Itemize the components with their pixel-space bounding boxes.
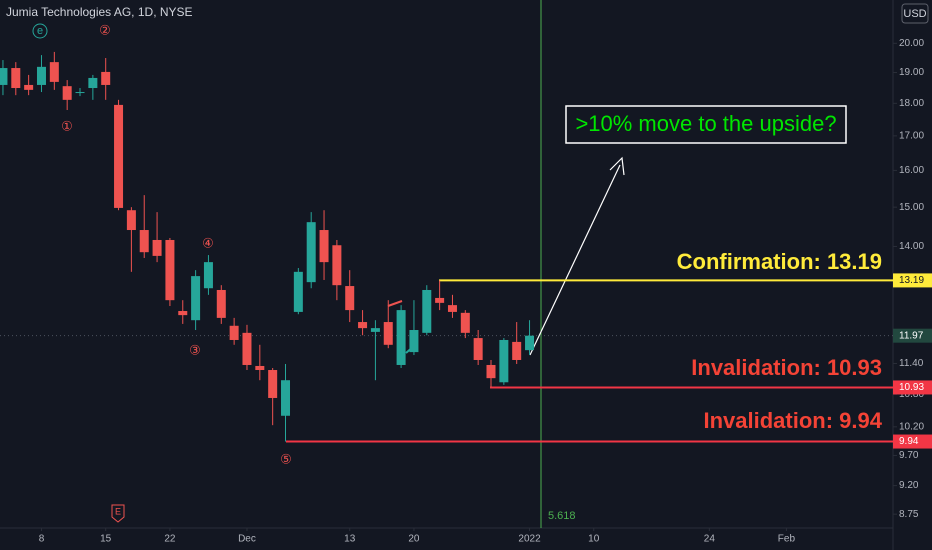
price-label: 10.93: [899, 382, 924, 393]
candle-body: [512, 341, 522, 360]
x-tick-label: 24: [704, 534, 716, 545]
marker[interactable]: E: [115, 506, 121, 516]
price-label: 13.19: [899, 275, 924, 286]
candle-body: [268, 370, 278, 398]
marker: ③: [189, 342, 201, 357]
y-tick-label: 9.20: [899, 480, 919, 491]
annotation: Confirmation: 13.19: [677, 249, 882, 274]
candle-body: [281, 380, 291, 416]
y-tick-label: 16.00: [899, 165, 924, 176]
price-label: 9.94: [899, 436, 919, 447]
candle-body: [203, 262, 213, 289]
arrow: [529, 164, 621, 356]
candle-body: [24, 84, 34, 90]
chart-title: Jumia Technologies AG, 1D, NYSE: [6, 5, 193, 19]
price-label-box: [893, 273, 932, 288]
y-tick-label: 9.70: [899, 450, 919, 461]
candle-body: [216, 289, 226, 318]
candle-body: [499, 339, 509, 383]
earnings-flag: [111, 504, 125, 523]
y-tick-label: 20.00: [899, 38, 924, 49]
y-tick-label: 14.00: [899, 241, 924, 252]
candle-body: [114, 104, 124, 208]
y-tick-label: 17.00: [899, 131, 924, 142]
candle-body: [370, 328, 380, 332]
candle-body: [229, 325, 239, 340]
candle-body: [75, 92, 85, 94]
candle-body: [306, 222, 316, 283]
currency-box[interactable]: [901, 3, 929, 24]
candle-body: [178, 311, 188, 316]
marker[interactable]: e: [37, 25, 43, 37]
price-label: 11.97: [899, 330, 924, 341]
cursor-label: 5.618: [548, 510, 576, 522]
marker: ⑤: [280, 451, 292, 466]
arrow-head: [609, 156, 625, 176]
marker-circle: [32, 23, 48, 39]
marker: ①: [61, 118, 73, 133]
x-tick-label: 22: [164, 534, 176, 545]
y-tick-label: 15.00: [899, 202, 924, 213]
candle-body: [345, 286, 355, 311]
x-tick-label: 20: [408, 534, 420, 545]
candle-body: [396, 310, 406, 365]
y-tick-label: 11.40: [899, 358, 924, 369]
price-label-box: [893, 434, 932, 449]
candle-body: [435, 297, 445, 303]
candle-body: [191, 276, 201, 321]
candle-body: [486, 364, 496, 379]
candle-body: [49, 62, 59, 82]
candle-body: [255, 365, 265, 371]
marker: ②: [99, 22, 111, 37]
y-tick-label: 19.00: [899, 67, 924, 78]
annotation: Invalidation: 9.94: [704, 408, 883, 433]
candle-body: [447, 305, 457, 312]
candle-body: [383, 322, 393, 345]
candle-body: [36, 66, 46, 85]
candle-body: [152, 239, 162, 256]
candle-body: [473, 338, 483, 360]
candle-body: [88, 77, 98, 89]
x-tick-label: 8: [39, 534, 45, 545]
candle-body: [319, 230, 329, 263]
x-tick-label: Dec: [238, 534, 256, 545]
x-tick-label: 13: [344, 534, 356, 545]
candle-body: [62, 86, 72, 100]
trend-line: [387, 300, 403, 307]
y-tick-label: 10.20: [899, 421, 924, 432]
candle-body: [409, 330, 419, 353]
annotation: >10% move to the upside?: [575, 111, 836, 136]
candle-body: [525, 335, 535, 351]
y-tick-label: 18.00: [899, 98, 924, 109]
candle-body: [358, 322, 368, 329]
price-label-box: [893, 328, 932, 343]
candle-body: [0, 68, 8, 85]
candle-body: [126, 210, 136, 231]
x-tick-label: 15: [100, 534, 112, 545]
x-tick-label: 10: [588, 534, 600, 545]
candle-body: [165, 239, 175, 301]
candle-body: [11, 68, 21, 89]
price-label-box: [893, 380, 932, 395]
annotation: Invalidation: 10.93: [691, 355, 882, 380]
candle-body: [293, 271, 303, 312]
x-tick-label: 2022: [518, 534, 541, 545]
candle-body: [139, 230, 149, 253]
y-tick-label: 8.75: [899, 509, 919, 520]
candle-body: [332, 245, 342, 286]
annotation-box: [565, 105, 847, 144]
marker: ④: [202, 235, 214, 250]
candle-body: [460, 312, 470, 333]
candle-body: [101, 71, 111, 85]
candle-body: [242, 332, 252, 365]
x-tick-label: Feb: [778, 534, 796, 545]
currency[interactable]: USD: [903, 8, 926, 20]
candle-body: [422, 289, 432, 333]
